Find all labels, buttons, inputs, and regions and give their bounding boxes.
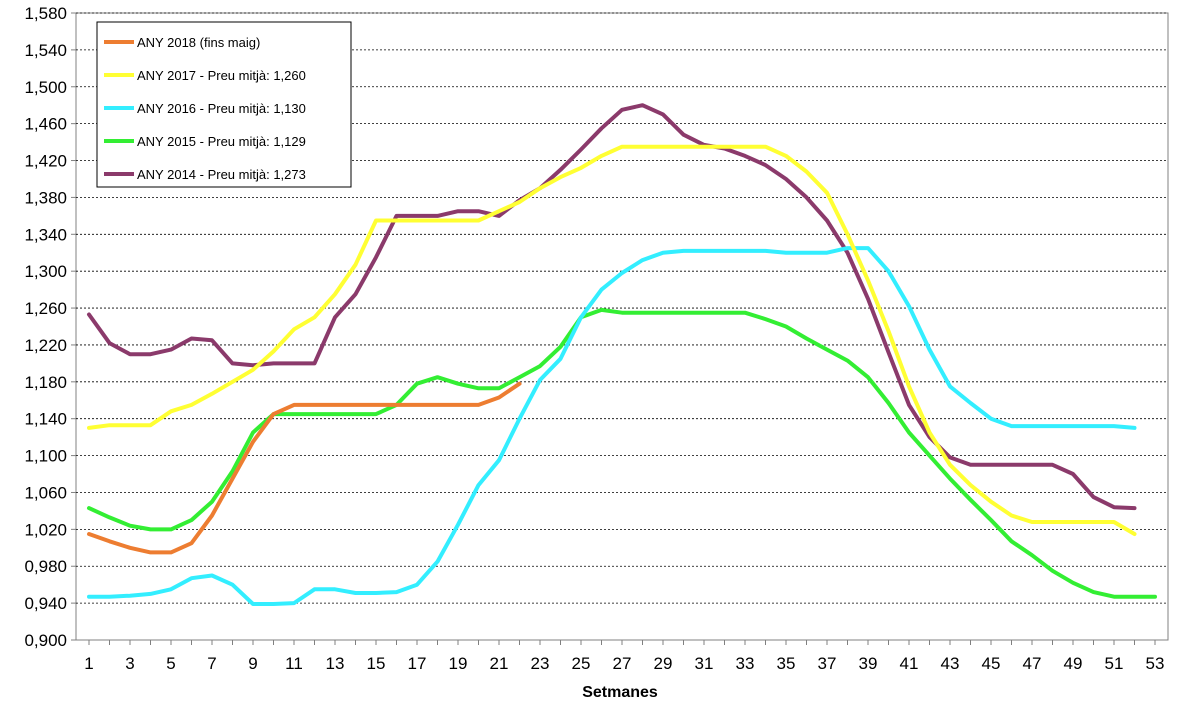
x-tick-label: 29 xyxy=(654,654,673,673)
y-tick-label: 1,460 xyxy=(24,115,67,134)
legend-box xyxy=(96,21,352,188)
x-tick-label: 37 xyxy=(818,654,837,673)
y-tick-label: 1,100 xyxy=(24,447,67,466)
x-tick-label: 45 xyxy=(982,654,1001,673)
x-tick-label: 1 xyxy=(84,654,93,673)
x-tick-label: 51 xyxy=(1105,654,1124,673)
x-tick-label: 3 xyxy=(125,654,134,673)
x-tick-label: 13 xyxy=(326,654,345,673)
x-tick-label: 15 xyxy=(367,654,386,673)
legend: ANY 2018 (fins maig) ANY 2017 - Preu mitj… xyxy=(96,21,352,188)
y-tick-label: 1,220 xyxy=(24,336,67,355)
x-tick-label: 17 xyxy=(408,654,427,673)
series-line xyxy=(87,144,1137,536)
x-tick-label: 33 xyxy=(736,654,755,673)
y-tick-label: 0,940 xyxy=(24,594,67,613)
x-tick-label: 31 xyxy=(695,654,714,673)
y-tick-label: 1,020 xyxy=(24,520,67,539)
x-tick-label: 5 xyxy=(166,654,175,673)
legend-label: ANY 2014 - Preu mitjà: 1,273 xyxy=(137,167,306,182)
legend-label: ANY 2017 - Preu mitjà: 1,260 xyxy=(137,68,306,83)
y-tick-label: 0,900 xyxy=(24,631,67,650)
series-line xyxy=(87,246,1137,606)
x-axis-ticks: 1 3 5 7 9 11 13 15 17 19 21 23 25 27 29 31 33 35 37 39 41 43 4… xyxy=(84,640,1164,673)
y-tick-label: 1,300 xyxy=(24,262,67,281)
x-tick-label: 11 xyxy=(285,654,303,673)
y-tick-label: 1,540 xyxy=(24,41,67,60)
x-tick-label: 9 xyxy=(248,654,257,673)
x-tick-label: 49 xyxy=(1064,654,1083,673)
y-tick-label: 1,060 xyxy=(24,483,67,502)
series-line xyxy=(87,381,522,555)
y-tick-label: 1,580 xyxy=(24,4,67,23)
y-tick-label: 1,260 xyxy=(24,299,67,318)
series-line xyxy=(87,103,1137,511)
x-tick-label: 21 xyxy=(490,654,509,673)
legend-label: ANY 2015 - Preu mitjà: 1,129 xyxy=(137,134,306,149)
y-tick-label: 1,380 xyxy=(24,188,67,207)
x-tick-label: 43 xyxy=(941,654,960,673)
x-tick-label: 41 xyxy=(900,654,919,673)
y-tick-label: 1,420 xyxy=(24,152,67,171)
y-axis-ticks: 0,900 0,940 0,980 1,020 1,060 1,100 1,140 1,180… xyxy=(24,4,76,650)
x-tick-label: 23 xyxy=(531,654,550,673)
legend-label: ANY 2016 - Preu mitjà: 1,130 xyxy=(137,101,306,116)
x-axis-label: Setmanes xyxy=(582,684,658,701)
y-tick-label: 1,340 xyxy=(24,225,67,244)
x-tick-label: 7 xyxy=(207,654,216,673)
y-tick-label: 0,980 xyxy=(24,557,67,576)
y-tick-label: 1,180 xyxy=(24,373,67,392)
legend-label: ANY 2018 (fins maig) xyxy=(137,35,260,50)
y-tick-label: 1,140 xyxy=(24,410,67,429)
x-tick-label: 35 xyxy=(777,654,796,673)
x-tick-label: 47 xyxy=(1023,654,1042,673)
x-tick-label: 53 xyxy=(1146,654,1165,673)
x-tick-label: 39 xyxy=(859,654,878,673)
y-tick-label: 1,500 xyxy=(24,78,67,97)
x-tick-label: 25 xyxy=(572,654,591,673)
series-lines xyxy=(87,103,1157,606)
x-tick-label: 19 xyxy=(449,654,468,673)
x-tick-label: 27 xyxy=(613,654,632,673)
